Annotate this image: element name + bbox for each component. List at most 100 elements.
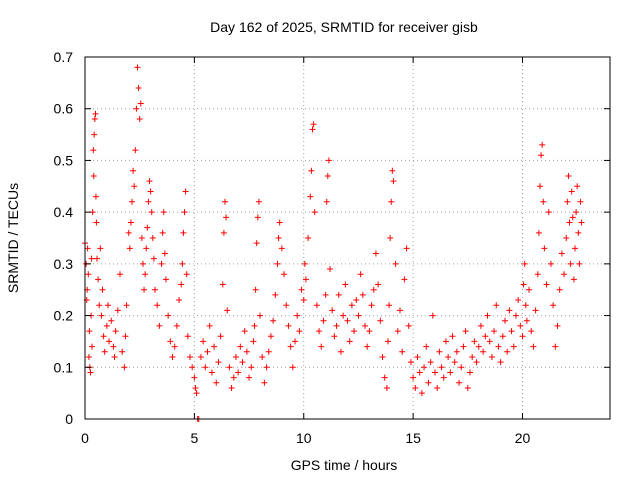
data-point — [368, 302, 375, 309]
data-point — [97, 245, 104, 252]
data-point — [294, 312, 301, 319]
data-point — [91, 131, 98, 138]
data-point — [156, 322, 163, 329]
data-point — [323, 198, 330, 205]
data-point — [353, 297, 360, 304]
data-point — [375, 281, 382, 288]
data-point — [388, 198, 395, 205]
data-point — [252, 286, 259, 293]
data-point — [493, 302, 500, 309]
data-point — [576, 260, 583, 267]
data-point — [379, 353, 386, 360]
data-point — [146, 178, 153, 185]
data-point — [532, 307, 539, 314]
data-point — [337, 348, 344, 355]
data-point — [357, 271, 364, 278]
data-point — [202, 364, 209, 371]
axes: 0 0.1 0.2 0.3 0.4 0.5 0.6 0.7 0 5 10 15 20 — [54, 49, 611, 446]
data-point — [176, 297, 183, 304]
data-point — [270, 317, 277, 324]
data-point — [486, 338, 493, 345]
data-point — [96, 302, 103, 309]
data-point — [121, 364, 128, 371]
data-point — [259, 353, 266, 360]
y-tick-label: 0.4 — [54, 204, 74, 220]
data-point — [152, 286, 158, 293]
data-point — [100, 333, 107, 340]
data-point — [278, 245, 285, 252]
data-point — [442, 338, 449, 345]
data-point — [567, 260, 574, 267]
data-point — [131, 183, 138, 190]
data-point — [572, 245, 578, 252]
data-point — [110, 343, 117, 350]
data-point — [399, 348, 406, 355]
data-point — [325, 157, 332, 164]
data-point — [537, 183, 543, 190]
data-points — [82, 64, 585, 422]
data-point — [112, 328, 119, 335]
data-point — [482, 333, 489, 340]
data-point — [568, 188, 575, 195]
data-point — [292, 338, 298, 345]
data-point — [93, 219, 100, 226]
data-point — [384, 338, 391, 345]
data-point — [144, 224, 151, 231]
data-point — [267, 333, 274, 340]
data-point — [159, 229, 166, 236]
data-point — [257, 312, 263, 319]
data-point — [309, 126, 316, 133]
data-point — [85, 353, 92, 360]
data-point — [142, 271, 149, 278]
data-point — [230, 374, 237, 381]
data-point — [235, 369, 242, 376]
data-point — [191, 374, 198, 381]
data-point — [181, 209, 188, 216]
data-point — [449, 333, 456, 340]
data-point — [522, 302, 529, 309]
data-point — [342, 281, 349, 288]
data-point — [528, 328, 535, 335]
data-point — [265, 348, 272, 355]
data-point — [523, 317, 530, 324]
data-point — [248, 364, 255, 371]
data-point — [405, 322, 412, 329]
data-point — [179, 260, 186, 267]
data-point — [246, 374, 253, 381]
data-point — [92, 110, 99, 117]
data-point — [289, 364, 296, 371]
data-point — [540, 198, 547, 205]
data-point — [534, 271, 541, 278]
data-point — [276, 219, 283, 226]
data-point — [250, 338, 257, 345]
data-point — [283, 302, 290, 309]
data-point — [165, 312, 172, 319]
data-point — [90, 172, 97, 179]
data-point — [263, 364, 270, 371]
data-point — [237, 343, 244, 350]
data-point — [340, 312, 347, 319]
data-point — [436, 348, 443, 355]
data-point — [103, 322, 110, 329]
data-point — [111, 353, 118, 360]
data-point — [275, 235, 282, 241]
data-point — [390, 178, 397, 185]
data-point — [86, 328, 93, 335]
x-axis-label: GPS time / hours — [291, 457, 398, 473]
data-point — [167, 338, 174, 345]
data-point — [104, 302, 111, 309]
x-tick-label: 5 — [190, 430, 198, 446]
data-point — [577, 198, 584, 205]
data-point — [108, 317, 115, 324]
data-point — [223, 214, 230, 221]
plot-frame — [84, 56, 611, 420]
data-point — [554, 322, 561, 329]
data-point — [526, 286, 533, 293]
data-point — [145, 198, 152, 205]
data-point — [95, 276, 102, 283]
data-point — [566, 219, 573, 226]
x-tick-label: 20 — [515, 430, 531, 446]
data-point — [149, 235, 156, 241]
data-point — [251, 322, 258, 329]
data-point — [432, 369, 438, 376]
